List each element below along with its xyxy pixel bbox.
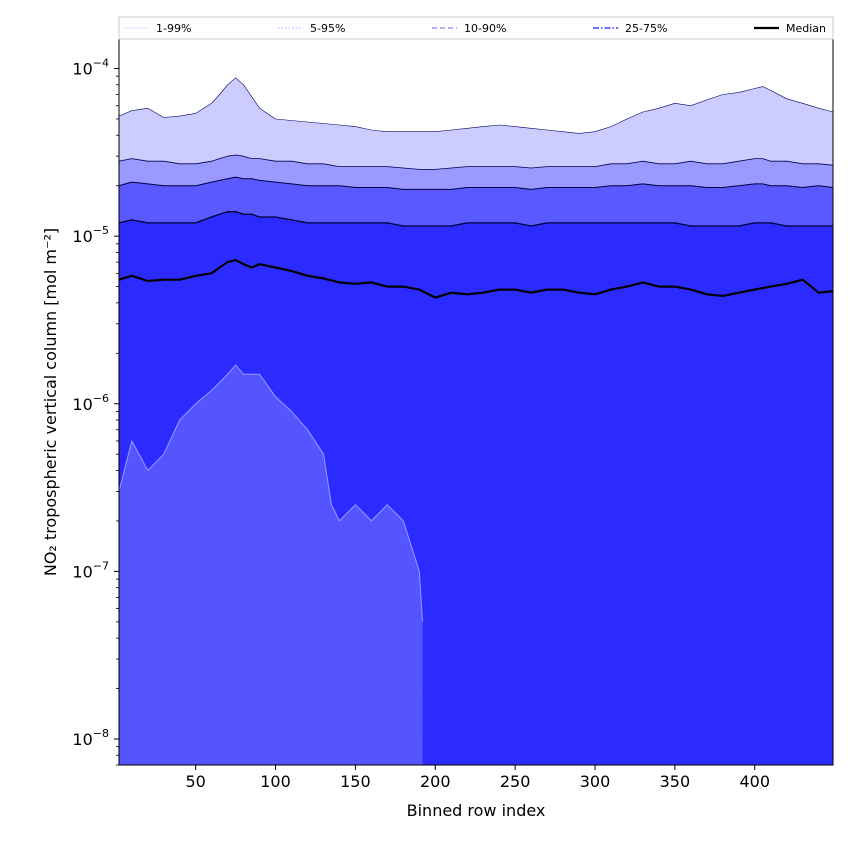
legend-label-1: 5-95%: [310, 22, 345, 35]
legend-label-0: 1-99%: [156, 22, 191, 35]
series-line-p75: [119, 211, 833, 227]
x-tick-label-300: 300: [580, 772, 611, 791]
line-layer: [119, 77, 833, 622]
y-tick-label-4: 10−4: [72, 57, 109, 79]
x-tick-label-250: 250: [500, 772, 531, 791]
x-tick-label-50: 50: [185, 772, 205, 791]
x-tick-label-350: 350: [660, 772, 691, 791]
legend-items: 1-99% 5-95% 10-90% 25-75% Median: [124, 22, 826, 35]
y-tick-label-1: 10−7: [72, 559, 109, 581]
x-axis: 50 100 150 200 250 300 350 400: [185, 765, 770, 791]
legend-box: [118, 16, 834, 40]
x-tick-label-100: 100: [260, 772, 291, 791]
legend-label-2: 10-90%: [464, 22, 506, 35]
y-axis: 10−8 10−7 10−6 10−5 10−4: [72, 57, 119, 766]
band-p25: [119, 365, 423, 765]
legend: 1-99% 5-95% 10-90% 25-75% Median: [118, 16, 834, 40]
series-line-median: [119, 259, 833, 299]
band-layer: [119, 77, 833, 765]
x-tick-label-150: 150: [340, 772, 371, 791]
series-line-p25: [119, 364, 423, 622]
y-tick-label-3: 10−5: [72, 224, 109, 246]
legend-label-3: 25-75%: [625, 22, 667, 35]
series-line-p95: [119, 154, 833, 170]
legend-label-4: Median: [786, 22, 826, 35]
x-tick-label-200: 200: [420, 772, 451, 791]
y-tick-label-2: 10−6: [72, 392, 109, 414]
x-tick-label-400: 400: [739, 772, 770, 791]
x-axis-title: Binned row index: [407, 801, 546, 820]
y-tick-label-0: 10−8: [72, 727, 109, 749]
y-axis-title: NO₂ tropospheric vertical column [mol m⁻…: [41, 228, 60, 576]
series-line-p99: [119, 77, 833, 134]
series-line-p90: [119, 176, 833, 190]
